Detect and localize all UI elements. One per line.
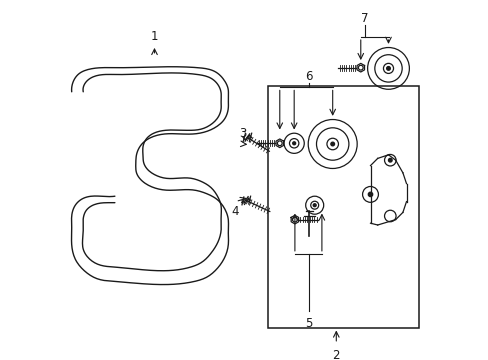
Text: 5: 5 <box>305 317 312 330</box>
Circle shape <box>386 67 389 70</box>
Bar <box>267 86 418 328</box>
Circle shape <box>330 142 334 146</box>
Circle shape <box>387 158 391 162</box>
Circle shape <box>313 204 316 207</box>
Text: 3: 3 <box>239 127 246 140</box>
Circle shape <box>367 192 372 197</box>
Circle shape <box>292 142 295 145</box>
Text: 1: 1 <box>150 30 158 43</box>
Text: 2: 2 <box>332 349 339 360</box>
Text: 6: 6 <box>305 70 312 83</box>
Text: 4: 4 <box>231 205 239 218</box>
Text: 7: 7 <box>361 12 368 25</box>
